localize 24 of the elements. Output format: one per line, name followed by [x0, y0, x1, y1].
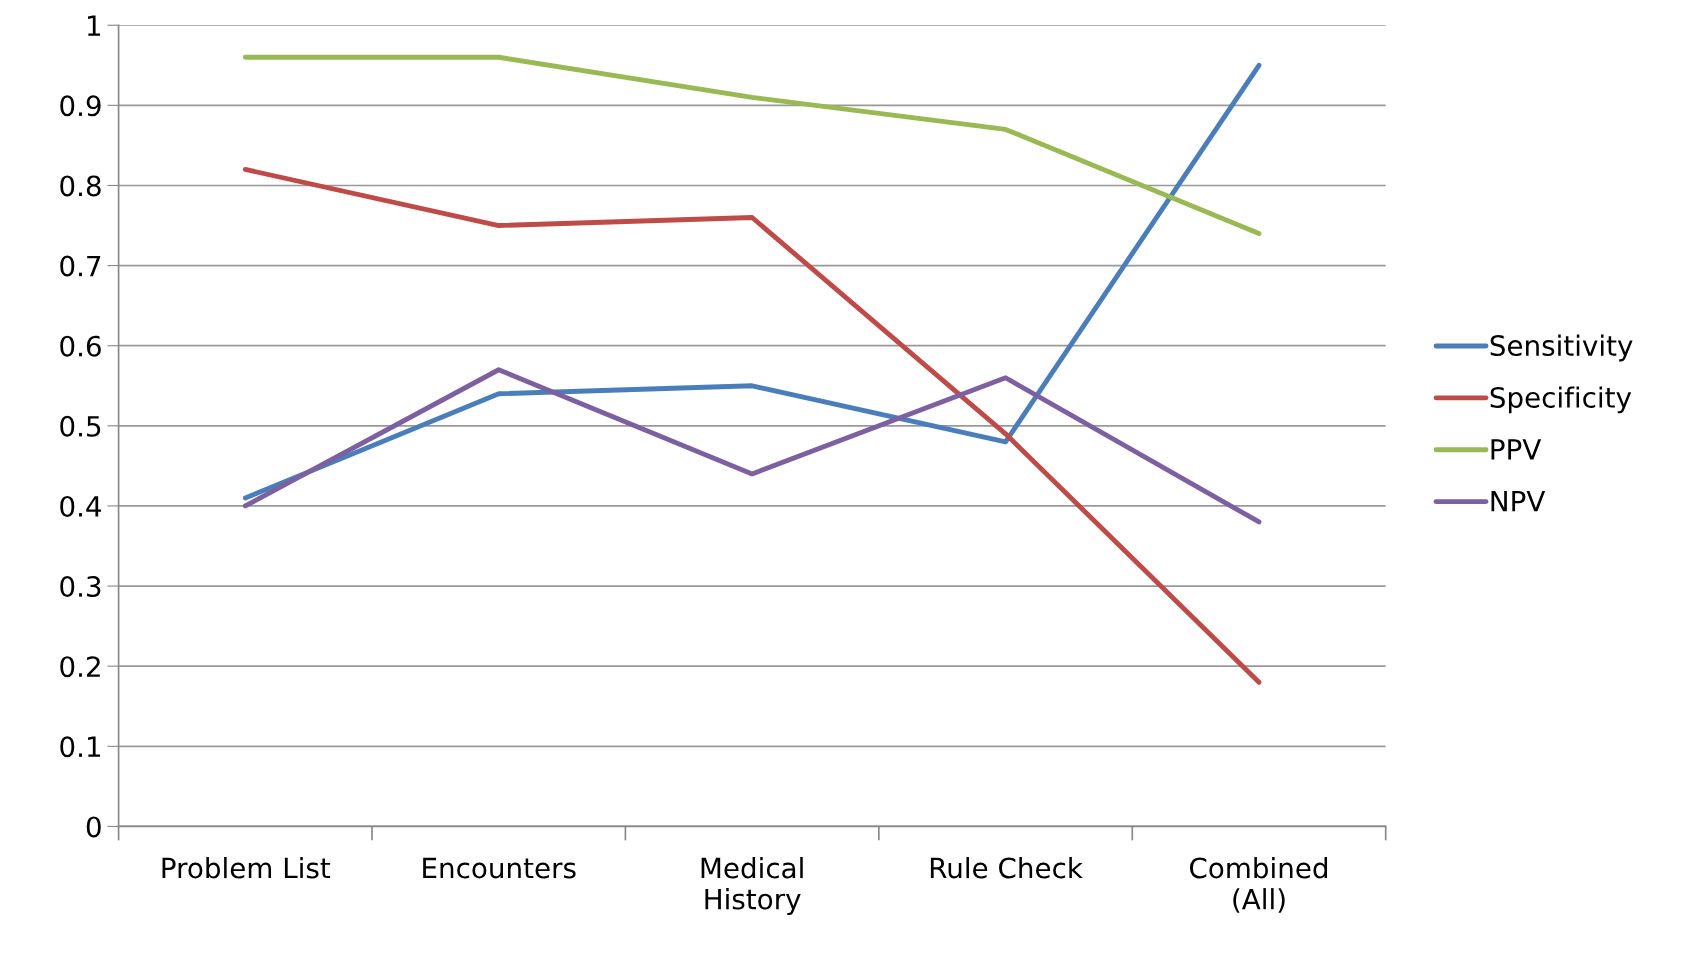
legend-label: NPV — [1491, 491, 1546, 512]
legend-label: Sensitivity — [1490, 334, 1633, 362]
y-tick-label: 0.7 — [60, 255, 101, 277]
y-tick-label: 0.8 — [60, 175, 101, 197]
y-tick-label: 0 — [86, 816, 101, 838]
legend-label: PPV — [1491, 439, 1542, 460]
x-tick-label: Problem List — [162, 857, 331, 879]
line-series — [242, 167, 1262, 685]
y-tick-label: 0.9 — [60, 95, 101, 117]
line-series — [242, 54, 1262, 236]
y-tick-label: 0.1 — [60, 736, 101, 758]
y-tick-label: 0.4 — [60, 495, 102, 517]
y-tick-label: 0.5 — [60, 415, 101, 437]
x-tick-label: Medical History — [701, 857, 803, 915]
x-tick-label: Rule Check — [930, 857, 1083, 879]
y-tick-label: 0.2 — [60, 656, 100, 678]
line-series — [242, 62, 1262, 501]
x-tick-label: Encounters — [423, 857, 576, 879]
y-tick-label: 1 — [87, 15, 101, 36]
x-tick-label: Combined (All) — [1189, 857, 1328, 913]
y-tick-label: 0.3 — [60, 576, 101, 598]
legend-label: Specificity — [1490, 386, 1632, 414]
line-series — [242, 367, 1262, 525]
y-tick-label: 0.6 — [60, 335, 101, 357]
